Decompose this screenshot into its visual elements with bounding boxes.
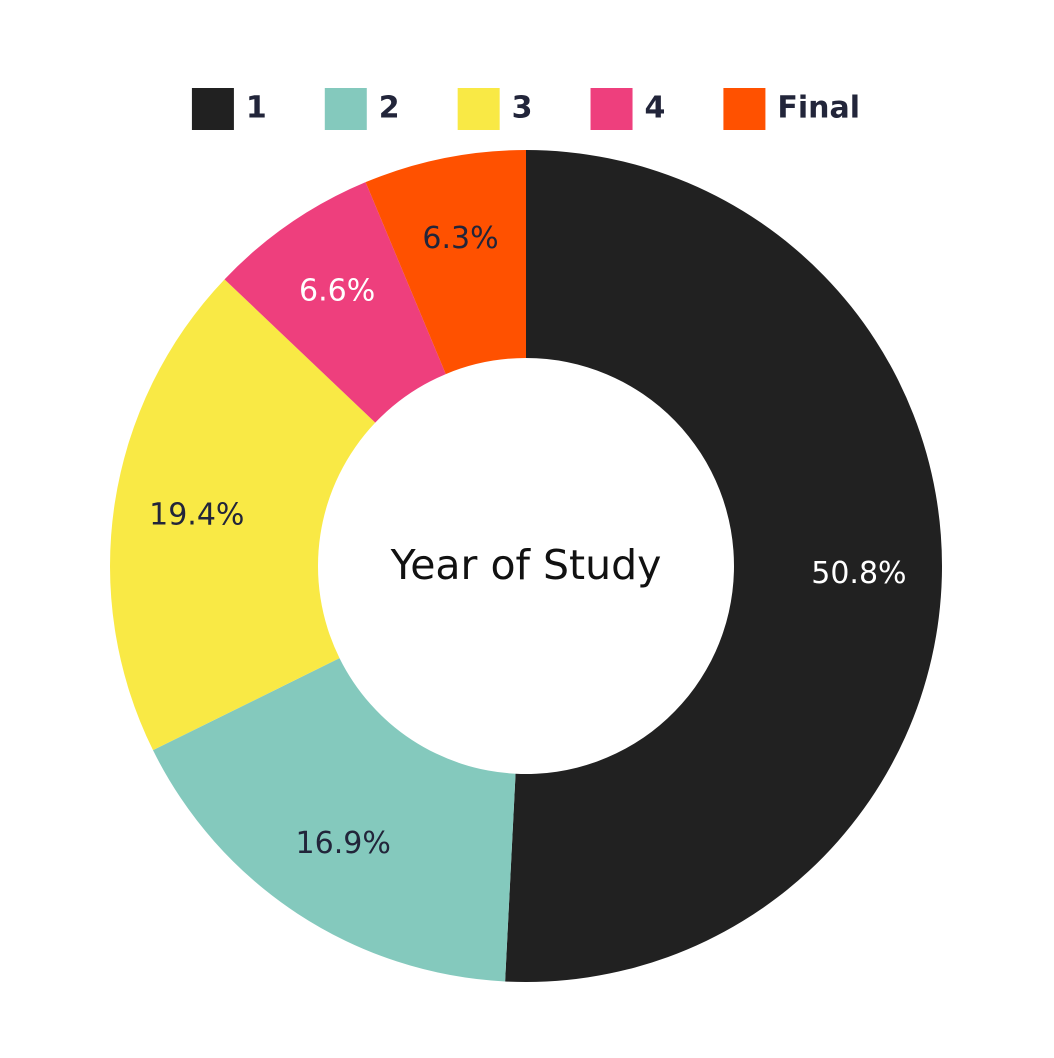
legend-swatch-1 [191,88,234,130]
slice-2 [152,658,516,982]
legend-label-final: Final [777,91,860,126]
legend-item-3: 3 [457,88,533,130]
slice-4 [224,182,446,423]
legend-label-3: 3 [512,91,533,126]
legend-swatch-2 [324,88,367,130]
center-label: Year of Study [390,541,662,589]
legend-label-4: 4 [645,91,666,126]
slice-3 [109,279,376,751]
slice-label-3: 19.4% [149,497,244,532]
legend-label-2: 2 [379,91,400,126]
legend-swatch-3 [457,88,500,130]
legend-item-1: 1 [191,88,267,130]
slice-final [365,150,526,375]
slice-label-4: 6.6% [299,273,375,308]
legend-item-2: 2 [324,88,400,130]
legend-label-1: 1 [246,91,267,126]
legend-swatch-final [723,88,766,130]
slice-label-2: 16.9% [296,826,391,861]
legend-item-4: 4 [590,88,666,130]
slice-1 [505,150,942,982]
slices [109,150,942,982]
legend-swatch-4 [590,88,633,130]
legend-item-final: Final [723,88,860,130]
legend: 1 2 3 4 Final [191,88,860,130]
slice-label-final: 6.3% [422,221,498,256]
slice-labels: 50.8% 16.9% 19.4% 6.6% 6.3% [149,221,906,861]
slice-label-1: 50.8% [811,556,906,591]
